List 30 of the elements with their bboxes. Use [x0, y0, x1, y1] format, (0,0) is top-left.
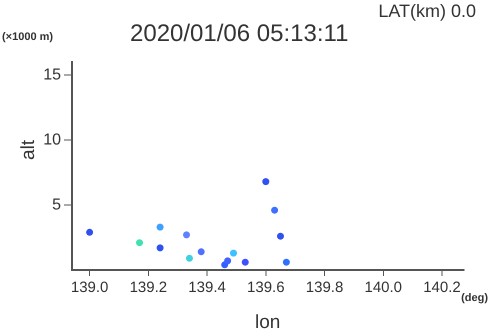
x-tick-label: 139.8 [306, 279, 344, 296]
x-tick-label: 140.0 [364, 279, 402, 296]
y-tick-label: 5 [52, 196, 62, 214]
x-tick-label: 139.6 [247, 279, 285, 296]
point [224, 257, 232, 264]
point [262, 178, 270, 186]
x-axis-title: lon [255, 312, 280, 331]
y-axis-title: alt [18, 140, 40, 160]
point [156, 224, 164, 231]
point [136, 239, 144, 246]
point [230, 250, 237, 257]
text: LAT(km) 0.0 [378, 1, 476, 22]
y-tick-label: 10 [43, 131, 62, 148]
point [156, 244, 164, 252]
x-tick-label: 139.2 [130, 279, 168, 296]
point [198, 248, 205, 256]
point [276, 232, 284, 240]
x-tick-label: 139.4 [188, 279, 226, 296]
point [282, 258, 290, 266]
y-tick-label: 15 [43, 66, 62, 84]
point [86, 228, 94, 236]
chart-title: 2020/01/06 05:13:11 [130, 20, 348, 48]
text: (×1000 m) [2, 31, 54, 43]
point [242, 258, 249, 266]
point [183, 231, 190, 238]
point [271, 206, 278, 214]
text: (deg) [461, 292, 488, 304]
point [186, 254, 193, 262]
x-tick-label: 140.2 [423, 279, 461, 296]
x-tick-label: 139.0 [70, 279, 108, 296]
